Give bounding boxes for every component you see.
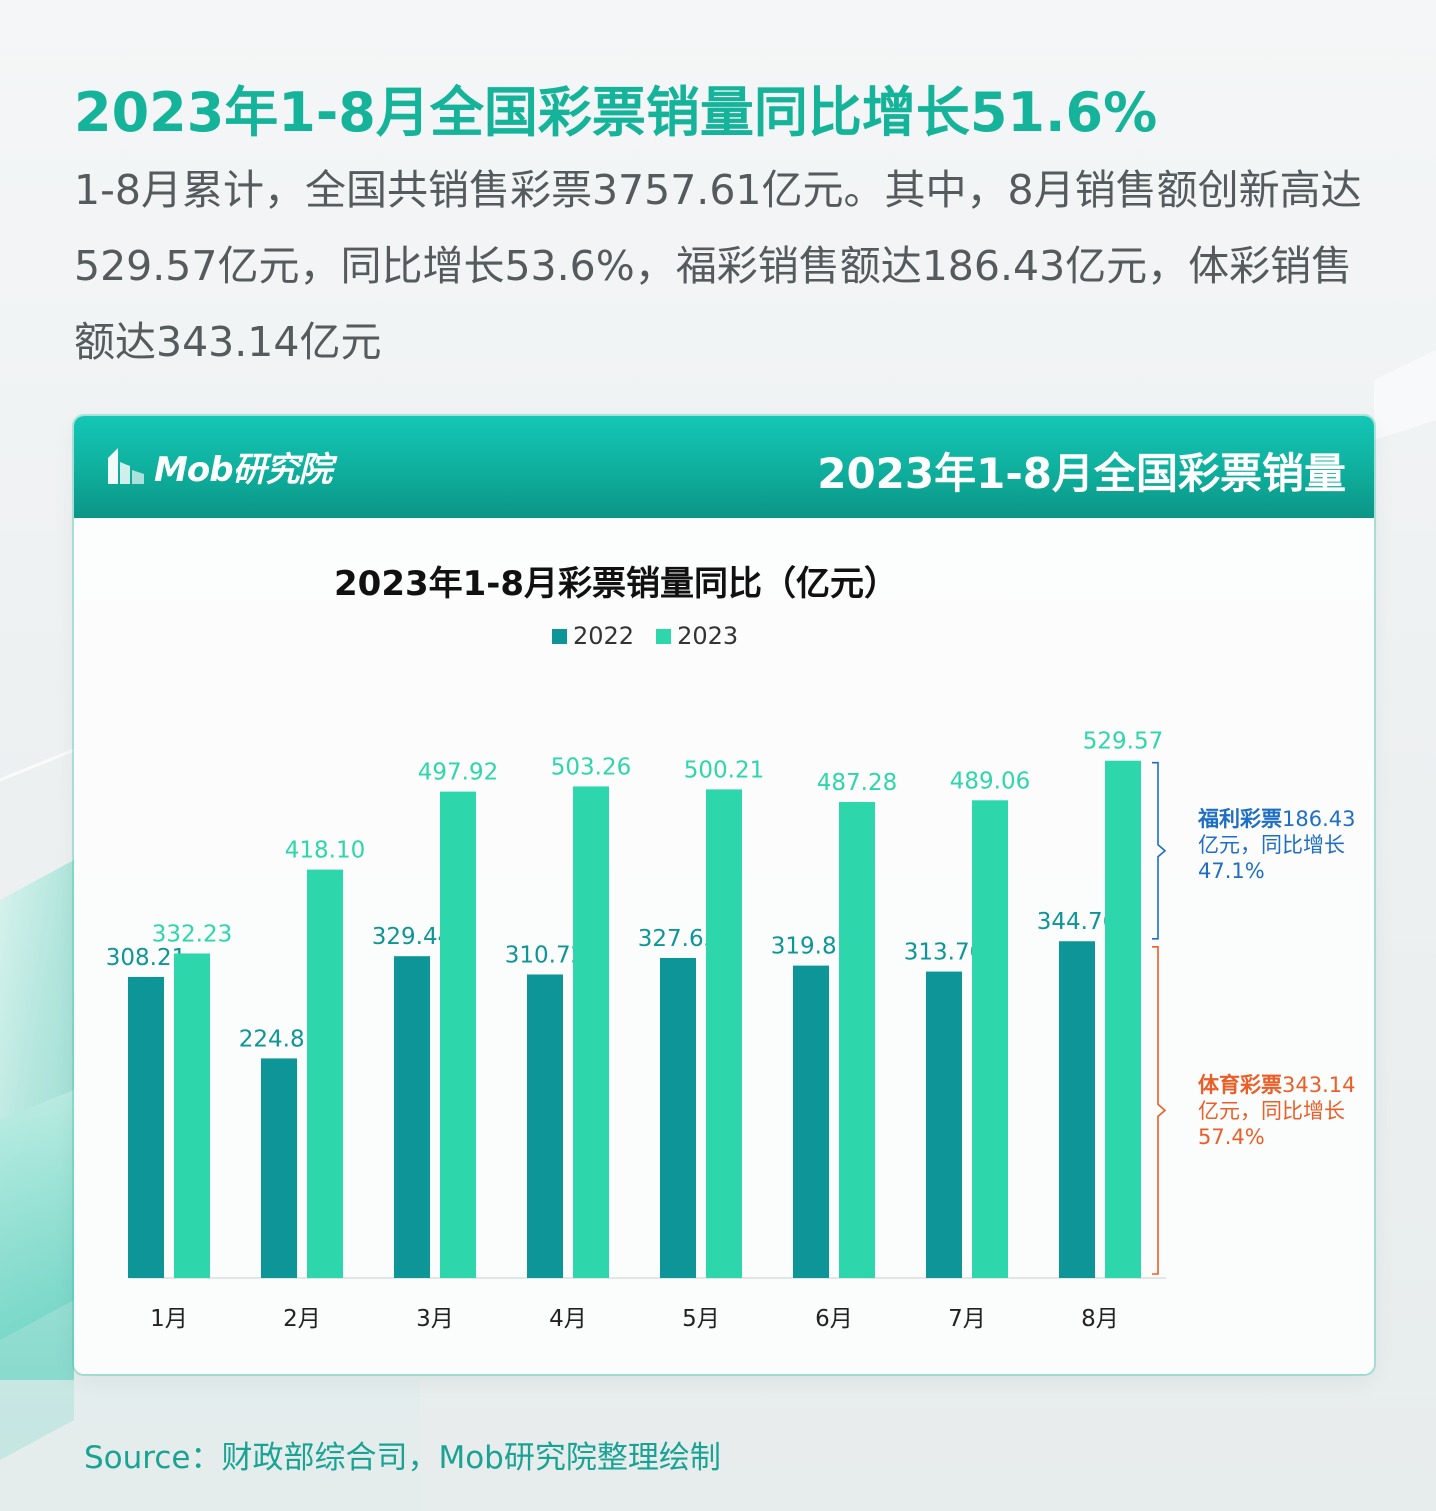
bar-2023-8 [1105,760,1141,1278]
data-label-2022-5: 327.65 [638,926,718,952]
chart-title: 2023年1-8月彩票销量同比（亿元） [334,564,899,604]
legend-swatch-2023 [656,628,672,644]
data-label-2023-5: 500.21 [684,757,764,783]
x-tick-label-6: 6月 [815,1306,853,1332]
bar-2023-7 [972,800,1008,1278]
card-header-title: 2023年1-8月全国彩票销量 [817,449,1346,498]
x-tick-label-1: 1月 [150,1306,188,1332]
bar-2023-6 [839,802,875,1278]
data-label-2022-7: 313.70 [904,940,984,966]
data-label-2022-1: 308.21 [106,945,186,971]
x-tick-label-8: 8月 [1081,1306,1119,1332]
data-label-2022-6: 319.81 [771,934,851,960]
bar-2023-5 [706,789,742,1278]
sports-category: 体育彩票 [1198,1073,1282,1097]
data-label-2022-8: 344.76 [1037,909,1117,935]
x-tick-label-2: 2月 [283,1306,321,1332]
bar-2022-8 [1059,941,1095,1278]
bar-2022-5 [660,957,696,1278]
data-label-2023-4: 503.26 [551,754,631,780]
legend-label-2022: 2022 [573,622,635,650]
x-tick-label-4: 4月 [549,1306,587,1332]
welfare-lottery-note: 福利彩票186.43亿元，同比增长47.1% [1198,806,1374,884]
welfare-category: 福利彩票 [1198,807,1282,831]
page-headline: 2023年1-8月全国彩票销量同比增长51.6% [74,81,1158,144]
sports-detail: 亿元，同比增长57.4% [1198,1099,1345,1149]
legend-item-2022: 2022 [552,622,634,650]
welfare-value: 186.43 [1282,807,1356,831]
data-label-2023-2: 418.10 [285,838,365,864]
bar-2022-7 [926,971,962,1278]
data-label-2023-3: 497.92 [418,760,498,786]
chart-legend: 2022 2023 [552,622,760,650]
sports-value: 343.14 [1282,1073,1356,1097]
bar-2022-6 [793,965,829,1278]
card-header: Mob研究院 2023年1-8月全国彩票销量 [74,416,1374,518]
logo-text: Mob研究院 [154,449,333,490]
data-label-2023-8: 529.57 [1083,729,1163,755]
sports-lottery-note: 体育彩票343.14亿元，同比增长57.4% [1198,1072,1374,1150]
legend-swatch-2022 [552,628,567,644]
legend-item-2023: 2023 [656,622,738,650]
bar-2022-3 [394,956,430,1278]
data-label-2023-7: 489.06 [950,768,1030,794]
data-label-2022-4: 310.72 [505,942,585,968]
data-label-2023-6: 487.28 [817,770,897,796]
welfare-brace [1152,761,1167,940]
legend-label-2023: 2023 [677,622,739,650]
intro-paragraph: 1-8月累计，全国共销售彩票3757.61亿元。其中，8月销售额创新高达529.… [74,166,1362,366]
x-tick-label-3: 3月 [416,1306,454,1332]
source-note: Source：财政部综合司，Mob研究院整理绘制 [84,1440,721,1476]
bar-2023-3 [440,791,476,1278]
bar-2023-4 [573,786,609,1278]
logo-mark-icon [108,448,144,484]
brand-logo: Mob研究院 [104,440,333,492]
data-label-2022-3: 329.44 [372,924,452,950]
data-label-2023-1: 332.23 [152,921,232,947]
bar-2022-2 [261,1058,297,1278]
bar-2022-1 [128,976,164,1278]
chart-card: Mob研究院 2023年1-8月全国彩票销量 2023年1-8月彩票销量同比（亿… [74,416,1374,1374]
bar-2023-1 [174,953,210,1278]
x-tick-label-7: 7月 [948,1306,986,1332]
sports-brace [1152,946,1167,1275]
bar-2022-4 [527,974,563,1278]
welfare-detail: 亿元，同比增长47.1% [1198,833,1345,883]
bar-2023-2 [307,869,343,1278]
x-tick-label-5: 5月 [682,1306,720,1332]
data-label-2022-2: 224.81 [239,1026,319,1052]
